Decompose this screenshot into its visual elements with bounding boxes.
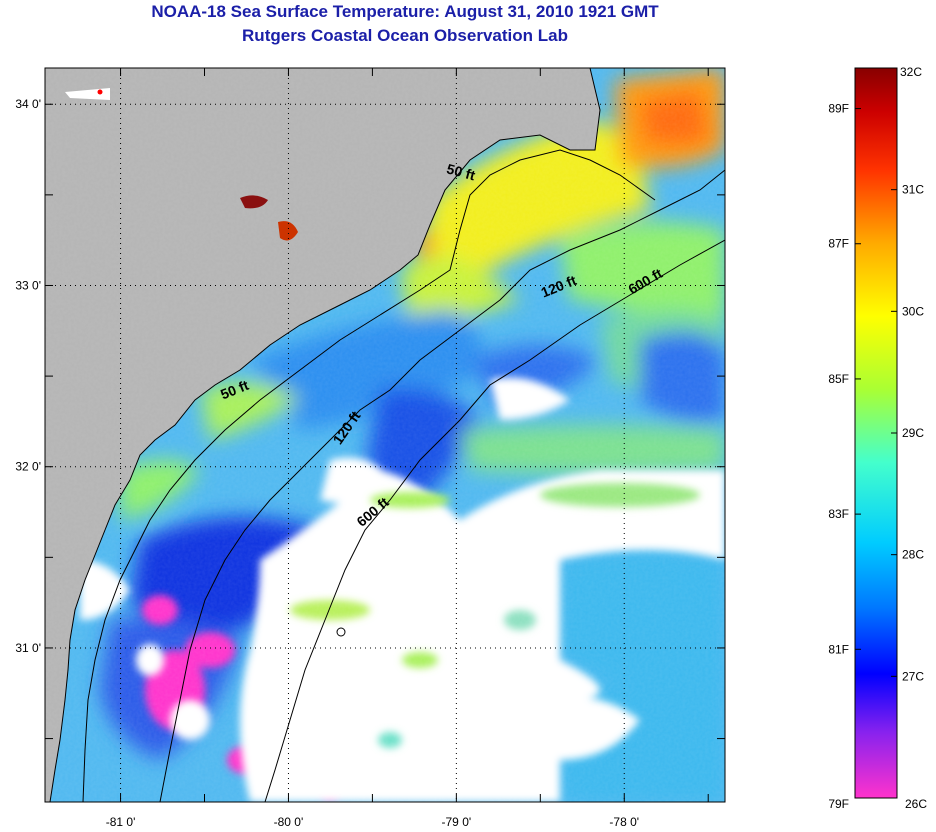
lat-tick-label: 31 0' bbox=[15, 641, 41, 655]
colorbar-c-label: 30C bbox=[902, 304, 924, 318]
lat-tick-label: 34 0' bbox=[15, 97, 41, 111]
lon-tick-label: -79 0' bbox=[442, 815, 472, 829]
inland-lake bbox=[97, 89, 103, 95]
colorbar-f-label: 89F bbox=[828, 102, 849, 116]
noise-texture bbox=[45, 68, 725, 802]
axis-ticks: 34 0' 33 0' 32 0' 31 0' -81 0' -80 0' -79 0' -7… bbox=[15, 68, 725, 829]
lon-tick-label: -80 0' bbox=[274, 815, 304, 829]
colorbar-f-label: 83F bbox=[828, 507, 849, 521]
colorbar-bottom-c-label: 26C bbox=[905, 797, 927, 811]
inland-lake bbox=[240, 195, 268, 209]
colorbar-f-label: 81F bbox=[828, 642, 849, 656]
lon-tick-label: -78 0' bbox=[609, 815, 639, 829]
colorbar-bottom-f-label: 79F bbox=[828, 797, 849, 811]
gridlines bbox=[45, 68, 725, 802]
map-title: NOAA-18 Sea Surface Temperature: August … bbox=[151, 2, 659, 21]
colorbar-f-label: 85F bbox=[828, 372, 849, 386]
colorbar-f-label: 87F bbox=[828, 237, 849, 251]
inland-lake bbox=[278, 221, 298, 241]
map-frame bbox=[44, 67, 726, 803]
small-contour bbox=[336, 627, 346, 637]
isobath-120ft bbox=[159, 169, 725, 802]
colorbar-c-label: 29C bbox=[902, 426, 924, 440]
isobath-600ft bbox=[264, 239, 725, 802]
contour-label: 50 ft bbox=[445, 160, 477, 183]
isobath-50ft bbox=[82, 149, 656, 802]
lat-tick-label: 32 0' bbox=[15, 460, 41, 474]
colorbar-labels: 32C 79F 26C 31C 30C 29C 28C 27C 89F 87F 85F 83F 81F bbox=[828, 65, 927, 811]
colorbar-gradient bbox=[854, 67, 898, 799]
colorbar-c-label: 31C bbox=[902, 183, 924, 197]
lon-tick-label: -81 0' bbox=[106, 815, 136, 829]
lat-tick-label: 33 0' bbox=[15, 278, 41, 292]
colorbar-top-label: 32C bbox=[900, 65, 922, 79]
colorbar-c-label: 27C bbox=[902, 669, 924, 683]
colorbar: 32C 79F 26C 31C 30C 29C 28C 27C 89F 87F 85F 83F 81F bbox=[828, 65, 927, 811]
coastline bbox=[49, 68, 601, 802]
map-subtitle: Rutgers Coastal Ocean Observation Lab bbox=[242, 26, 568, 45]
colorbar-c-label: 28C bbox=[902, 548, 924, 562]
